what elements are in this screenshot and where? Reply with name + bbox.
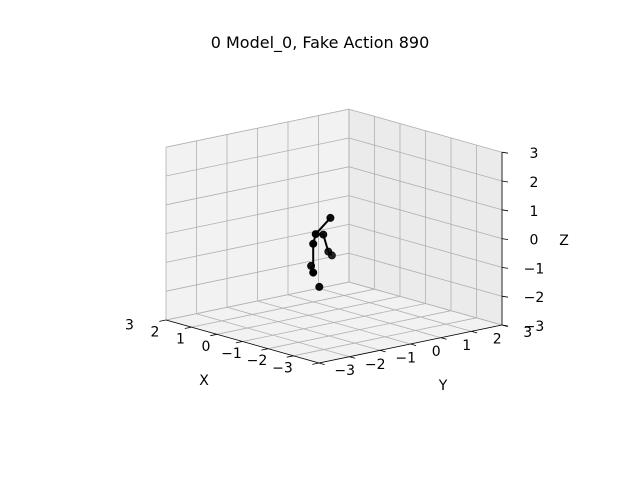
z-tick-label: −1 xyxy=(524,261,545,277)
y-tick xyxy=(349,356,356,359)
joint-p2 xyxy=(326,213,335,222)
x-tick-label: 1 xyxy=(176,332,185,348)
x-tick xyxy=(159,319,167,322)
skeleton-joints xyxy=(307,213,336,291)
z-tick-label: −3 xyxy=(524,319,545,335)
floor-grid-y xyxy=(348,281,503,326)
grid-lines xyxy=(165,108,503,364)
y-tick xyxy=(501,324,508,327)
y-tick xyxy=(318,362,325,365)
x-tick-label: 3 xyxy=(125,317,134,333)
z-tick-label: −2 xyxy=(524,290,545,306)
joint-p1 xyxy=(309,239,318,248)
z-tick-label: 3 xyxy=(530,146,539,162)
z-tick-label: 0 xyxy=(530,233,539,249)
back-grid-z xyxy=(165,137,350,177)
x-tick xyxy=(286,355,294,358)
z-tick xyxy=(501,267,509,269)
x-tick-label: −1 xyxy=(221,346,242,362)
z-tick-label: 1 xyxy=(530,204,539,220)
y-tick-label: 1 xyxy=(462,338,471,354)
x-tick xyxy=(210,333,218,337)
x-tick xyxy=(184,326,192,329)
z-tick-label: 2 xyxy=(530,175,539,191)
x-axis-label: X xyxy=(199,373,209,389)
z-tick xyxy=(501,180,509,183)
joint-p3 xyxy=(319,230,328,239)
x-tick-label: 0 xyxy=(202,339,211,355)
floor-grid-y xyxy=(318,287,472,332)
y-tick xyxy=(410,343,417,346)
y-tick xyxy=(440,337,447,340)
joint-p7 xyxy=(307,261,316,270)
x-tick xyxy=(261,348,269,351)
joint-p5 xyxy=(327,251,336,260)
y-tick-label: 2 xyxy=(493,331,502,347)
y-axis-label: Y xyxy=(438,378,448,394)
y-tick-label: −1 xyxy=(395,350,416,366)
joint-p0 xyxy=(311,230,320,239)
z-tick xyxy=(501,209,509,212)
back-grid-z xyxy=(165,108,350,148)
chart-title: 0 Model_0, Fake Action 890 xyxy=(210,33,430,52)
y-tick-label: 3 xyxy=(523,325,532,341)
side-grid-z xyxy=(348,137,503,182)
z-axis-label: Z xyxy=(559,233,569,249)
y-tick-label: 0 xyxy=(432,344,441,360)
x-tick-label: −2 xyxy=(247,353,268,369)
y-tick xyxy=(471,331,478,334)
joint-p6 xyxy=(309,268,318,277)
z-tick xyxy=(501,151,509,154)
x-tick xyxy=(312,362,320,365)
y-tick xyxy=(379,349,386,353)
side-grid-z xyxy=(348,108,503,153)
z-tick xyxy=(501,295,509,298)
x-tick-label: −3 xyxy=(272,360,293,376)
axis-panes xyxy=(166,109,502,363)
y-tick-label: −2 xyxy=(365,357,386,373)
y-tick-label: −3 xyxy=(334,363,355,379)
x-tick-label: 2 xyxy=(151,325,160,341)
x-tick xyxy=(235,341,243,344)
tick-marks: −3 −3−3−2 −2−2−1 −1−10 001 112 223 33 xyxy=(125,146,544,379)
joint-p8 xyxy=(315,282,324,291)
z-tick xyxy=(501,238,509,240)
